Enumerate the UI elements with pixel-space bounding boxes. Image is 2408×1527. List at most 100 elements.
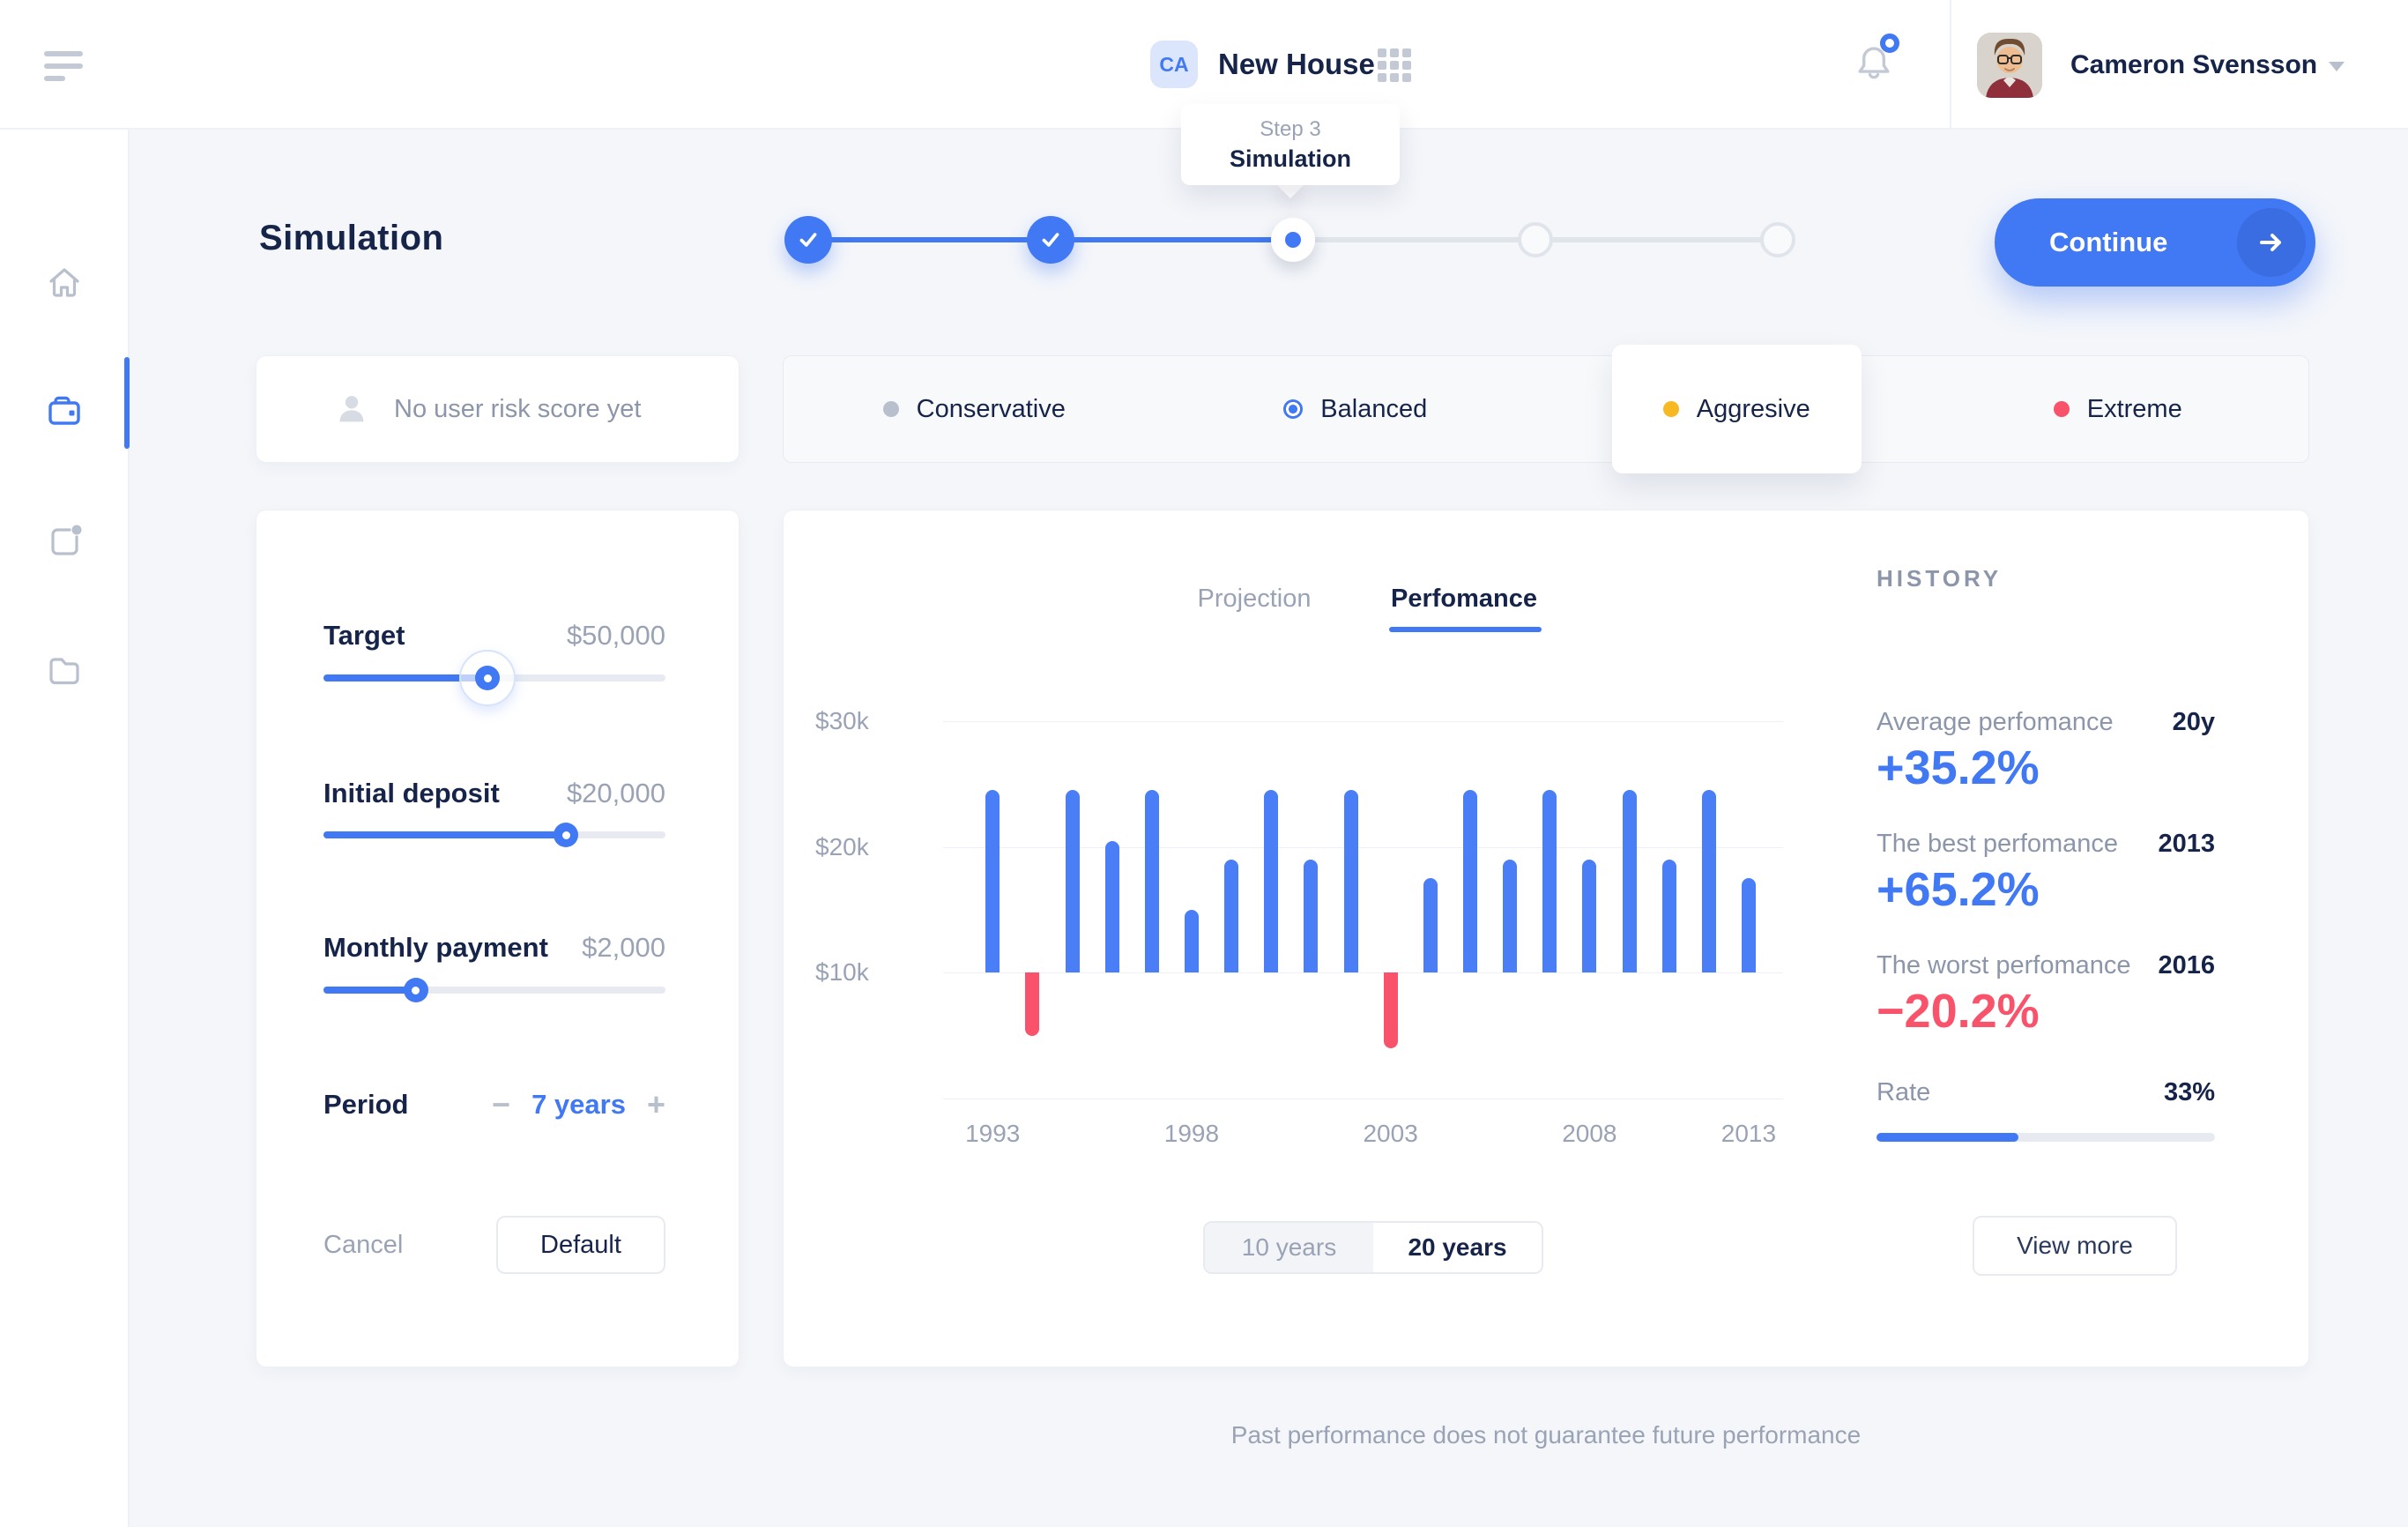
range-option-10-years[interactable]: 10 years: [1205, 1223, 1373, 1272]
risk-selector: Conservative Balanced Aggresive Extreme: [783, 345, 2309, 473]
risk-dot-icon: [1662, 401, 1679, 417]
cancel-button[interactable]: Cancel: [323, 1231, 404, 1259]
apps-grid-icon[interactable]: [1378, 48, 1411, 82]
wallet-icon: [48, 396, 80, 425]
user-avatar[interactable]: [1977, 33, 2042, 98]
period-decrease-button[interactable]: −: [492, 1086, 511, 1122]
notifications-button[interactable]: [1851, 34, 1904, 93]
tab-projection[interactable]: Projection: [1197, 585, 1312, 613]
initial-deposit-slider-handle[interactable]: [554, 823, 579, 847]
tab-performance[interactable]: Perfomance: [1390, 585, 1537, 613]
history-item-tag: 2016: [2158, 950, 2215, 980]
risk-dot-icon: [1283, 399, 1304, 419]
monthly-payment-slider-handle[interactable]: [403, 978, 428, 1002]
user-menu-caret-icon[interactable]: [2329, 62, 2345, 71]
performance-bar: [1065, 790, 1080, 973]
risk-chip[interactable]: Extreme: [2053, 394, 2182, 424]
target-slider[interactable]: [323, 650, 665, 706]
stepper-node-2-done[interactable]: [1027, 216, 1074, 264]
performance-bar: [1184, 910, 1199, 973]
initial-deposit-label: Initial deposit: [323, 778, 500, 808]
risk-option-extreme[interactable]: Extreme: [1928, 356, 2309, 462]
risk-option-label: Extreme: [2086, 394, 2182, 423]
x-axis-tick: 2013: [1721, 1120, 1777, 1147]
range-option-20-years[interactable]: 20 years: [1373, 1223, 1542, 1272]
stepper-node-5-todo[interactable]: [1760, 222, 1795, 257]
user-name[interactable]: Cameron Svensson: [2070, 50, 2318, 79]
stepper-node-3-active[interactable]: [1271, 218, 1315, 262]
performance-bar: [1661, 859, 1676, 973]
monthly-payment-slider[interactable]: [323, 978, 665, 1002]
history-item-label: The worst perfomance: [1877, 950, 2131, 980]
hamburger-menu-icon[interactable]: [44, 51, 90, 81]
history-item-value: +65.2%: [1877, 863, 2040, 916]
risk-option-label: Aggresive: [1696, 394, 1810, 423]
x-axis-tick: 1993: [965, 1120, 1021, 1147]
continue-arrow-circle: [2237, 208, 2306, 277]
performance-bar: [985, 790, 1000, 973]
chart-plot: $30k $20k $10k 1993 1998 2003 2008 2013: [815, 707, 1783, 1147]
sidebar-item-reports[interactable]: [44, 520, 85, 561]
page-title: Simulation: [259, 219, 444, 257]
history-item: The worst perfomance 2016 −20.2%: [1877, 950, 2215, 1039]
history-items: Average perfomance 20y +35.2% The best perf…: [1877, 706, 2215, 1071]
period-value: 7 years: [531, 1089, 626, 1120]
notification-badge: [1880, 34, 1899, 53]
box-notification-icon: [51, 525, 82, 555]
history-item-label: Average perfomance: [1877, 707, 2114, 736]
initial-deposit-slider[interactable]: [323, 823, 665, 847]
view-more-button[interactable]: View more: [1973, 1216, 2177, 1276]
sidebar-item-home[interactable]: [44, 262, 85, 302]
header-divider: [1950, 0, 1951, 130]
step-tooltip: Step 3 Simulation: [1181, 104, 1400, 185]
rate-label: Rate: [1877, 1078, 1931, 1106]
performance-bar: [1304, 859, 1319, 973]
default-button[interactable]: Default: [496, 1216, 665, 1274]
x-axis-tick: 1998: [1163, 1120, 1220, 1147]
performance-bar: [1224, 859, 1239, 973]
active-step-dot: [1285, 232, 1301, 248]
target-slider-handle[interactable]: [475, 666, 501, 690]
risk-option-balanced[interactable]: Balanced: [1165, 356, 1547, 462]
monthly-payment-slider-fill: [323, 987, 416, 994]
period-row: Period − 7 years +: [323, 1087, 665, 1122]
gridline-$30k: [943, 721, 1783, 722]
performance-bar: [1701, 790, 1716, 973]
stepper-node-4-todo[interactable]: [1518, 222, 1553, 257]
stepper-node-1-done[interactable]: [784, 216, 832, 264]
risk-option-label: Balanced: [1320, 394, 1428, 423]
performance-bar: [1741, 878, 1756, 973]
history-item: Average perfomance 20y +35.2%: [1877, 706, 2215, 795]
project-title: New House: [1218, 48, 1375, 80]
tooltip-step-label: Simulation: [1229, 145, 1351, 172]
target-slider-fill: [323, 674, 488, 682]
period-stepper: − 7 years +: [492, 1089, 665, 1121]
monthly-payment-row: Monthly payment $2,000: [323, 930, 665, 965]
history-item-tag: 20y: [2172, 707, 2215, 736]
person-icon: [339, 396, 364, 422]
bell-icon: [1858, 47, 1890, 79]
project-initials-badge: CA: [1150, 41, 1198, 88]
risk-chip[interactable]: Conservative: [882, 395, 1066, 424]
sidebar-item-simulation-active[interactable]: [44, 391, 85, 431]
risk-chip[interactable]: Aggresive: [1611, 345, 1862, 473]
history-item-value: −20.2%: [1877, 985, 2040, 1038]
risk-option-aggresive[interactable]: Aggresive: [1546, 345, 1928, 473]
active-tab-underline: [1389, 627, 1542, 632]
risk-chip[interactable]: Balanced: [1283, 395, 1427, 424]
sidebar-item-files[interactable]: [44, 650, 85, 690]
check-icon: [799, 233, 817, 247]
continue-button[interactable]: Continue: [1995, 198, 2315, 287]
initial-deposit-slider-fill: [323, 831, 567, 838]
risk-option-conservative[interactable]: Conservative: [784, 356, 1165, 462]
y-axis-tick: $30k: [815, 707, 869, 734]
x-axis-tick: 2008: [1562, 1120, 1617, 1147]
performance-bar: [1144, 790, 1159, 973]
history-item-tag: 2013: [2158, 829, 2215, 858]
history-item-label: The best perfomance: [1877, 829, 2119, 858]
y-axis-tick: $20k: [815, 832, 869, 860]
performance-bar: [1383, 972, 1398, 1048]
initial-deposit-row: Initial deposit $20,000: [323, 776, 665, 811]
period-increase-button[interactable]: +: [646, 1086, 665, 1122]
risk-score-empty-label: No user risk score yet: [394, 394, 642, 423]
